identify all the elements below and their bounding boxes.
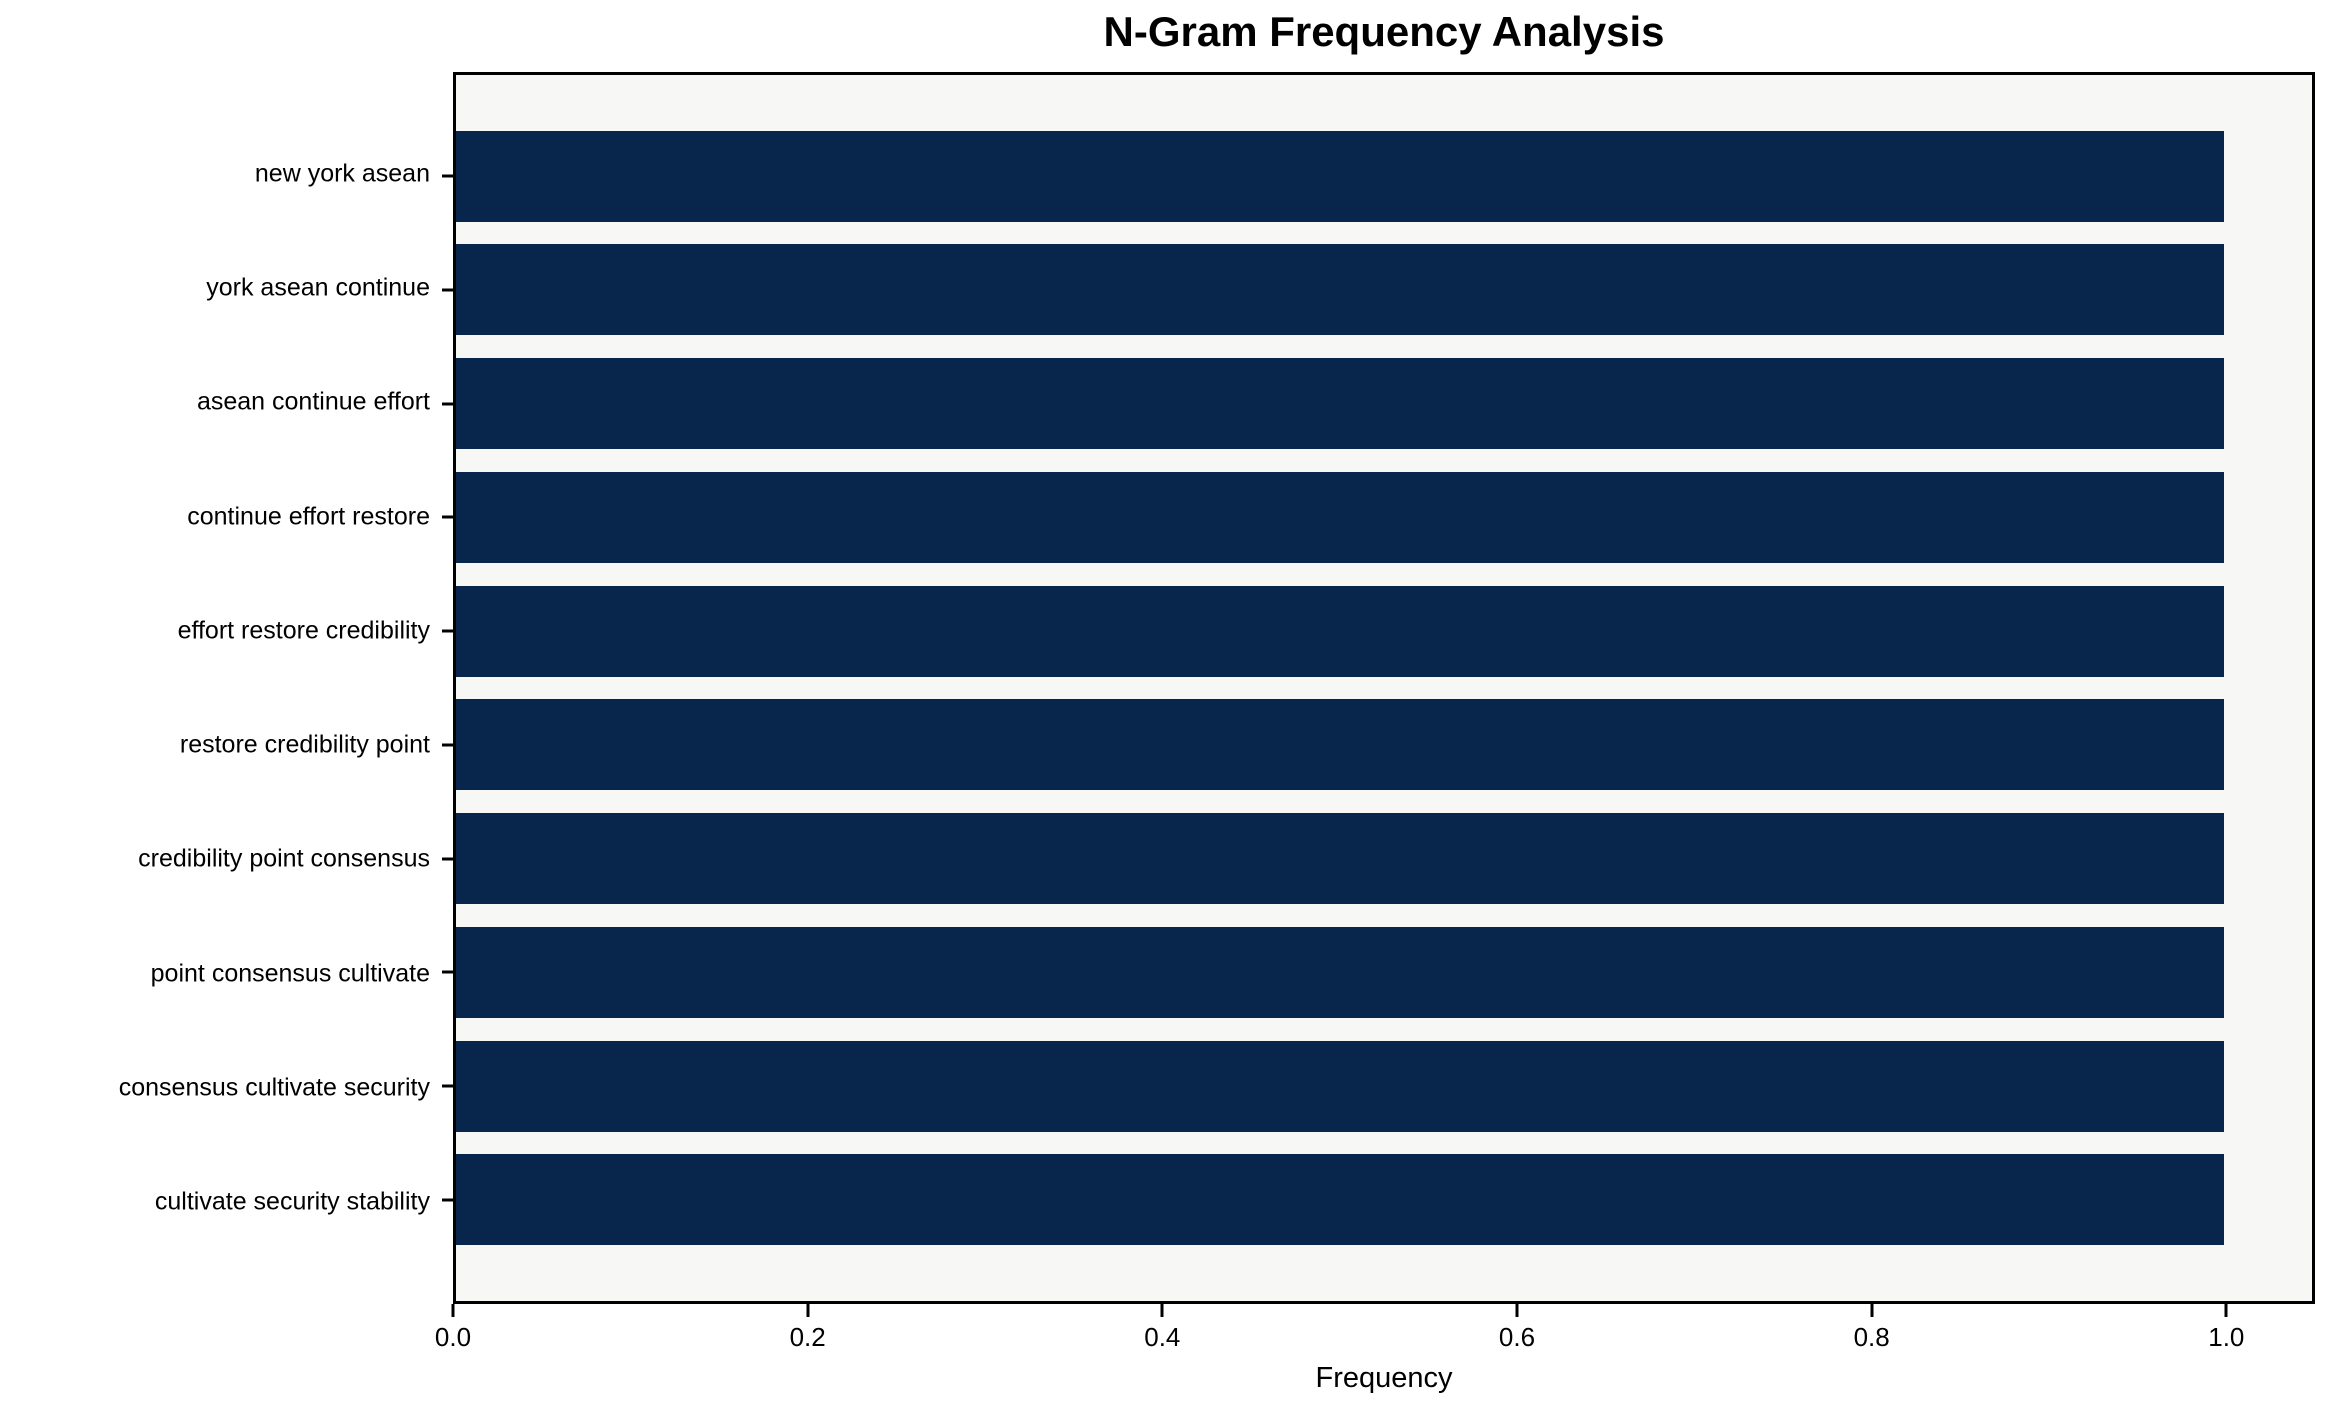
y-tick-label: asean continue effort: [196, 387, 430, 416]
x-tick-mark: [451, 1304, 455, 1317]
x-tick-mark: [1515, 1304, 1519, 1317]
y-tick-mark: [442, 743, 454, 747]
x-axis: 0.0 0.2 0.4 0.6 0.8 1.0: [435, 1304, 2315, 1414]
bar: [456, 926, 2224, 1018]
bar: [456, 699, 2224, 791]
y-tick-label: consensus cultivate security: [118, 1073, 430, 1102]
chart-title: N-Gram Frequency Analysis: [1103, 8, 1665, 55]
y-tick-label: new york asean: [254, 159, 430, 188]
bar: [456, 130, 2224, 222]
x-tick-label: 0.6: [1498, 1322, 1536, 1352]
y-tick-mark: [442, 288, 454, 292]
x-tick-label: 0.4: [1144, 1322, 1181, 1352]
y-axis-labels: new york asean york asean continue asean c…: [0, 72, 430, 1304]
x-tick-label: 0.8: [1853, 1322, 1890, 1352]
bar: [456, 358, 2224, 450]
y-tick-label: credibility point consensus: [138, 844, 430, 873]
y-tick-label: restore credibility point: [179, 730, 430, 759]
y-tick-label: continue effort restore: [187, 502, 430, 531]
x-tick-label: 0.2: [789, 1322, 826, 1352]
y-tick-mark: [442, 970, 454, 974]
y-tick-mark: [442, 1198, 454, 1202]
x-tick-mark: [806, 1304, 810, 1317]
bar: [456, 471, 2224, 563]
y-tick-label: point consensus cultivate: [150, 959, 430, 988]
x-tick-mark: [2224, 1304, 2228, 1317]
y-tick-label: cultivate security stability: [154, 1187, 430, 1216]
x-tick-mark: [1870, 1304, 1874, 1317]
x-tick-label: 0.0: [434, 1322, 472, 1352]
y-tick-label: effort restore credibility: [177, 616, 430, 645]
y-tick-mark: [442, 857, 454, 861]
bar: [456, 585, 2224, 677]
x-tick-label: 1.0: [2208, 1322, 2245, 1352]
y-tick-mark: [442, 402, 454, 406]
x-axis-title: Frequency: [1315, 1362, 1453, 1394]
y-tick-mark: [442, 515, 454, 519]
bar: [456, 244, 2224, 336]
y-tick-mark: [442, 174, 454, 178]
bar: [456, 1040, 2224, 1132]
plot-area: [442, 72, 2315, 1304]
bar: [456, 813, 2224, 905]
y-tick-label: york asean continue: [206, 273, 430, 302]
y-tick-mark: [442, 1084, 454, 1088]
y-tick-mark: [442, 629, 454, 633]
x-tick-mark: [1160, 1304, 1164, 1317]
bar: [456, 1154, 2224, 1246]
